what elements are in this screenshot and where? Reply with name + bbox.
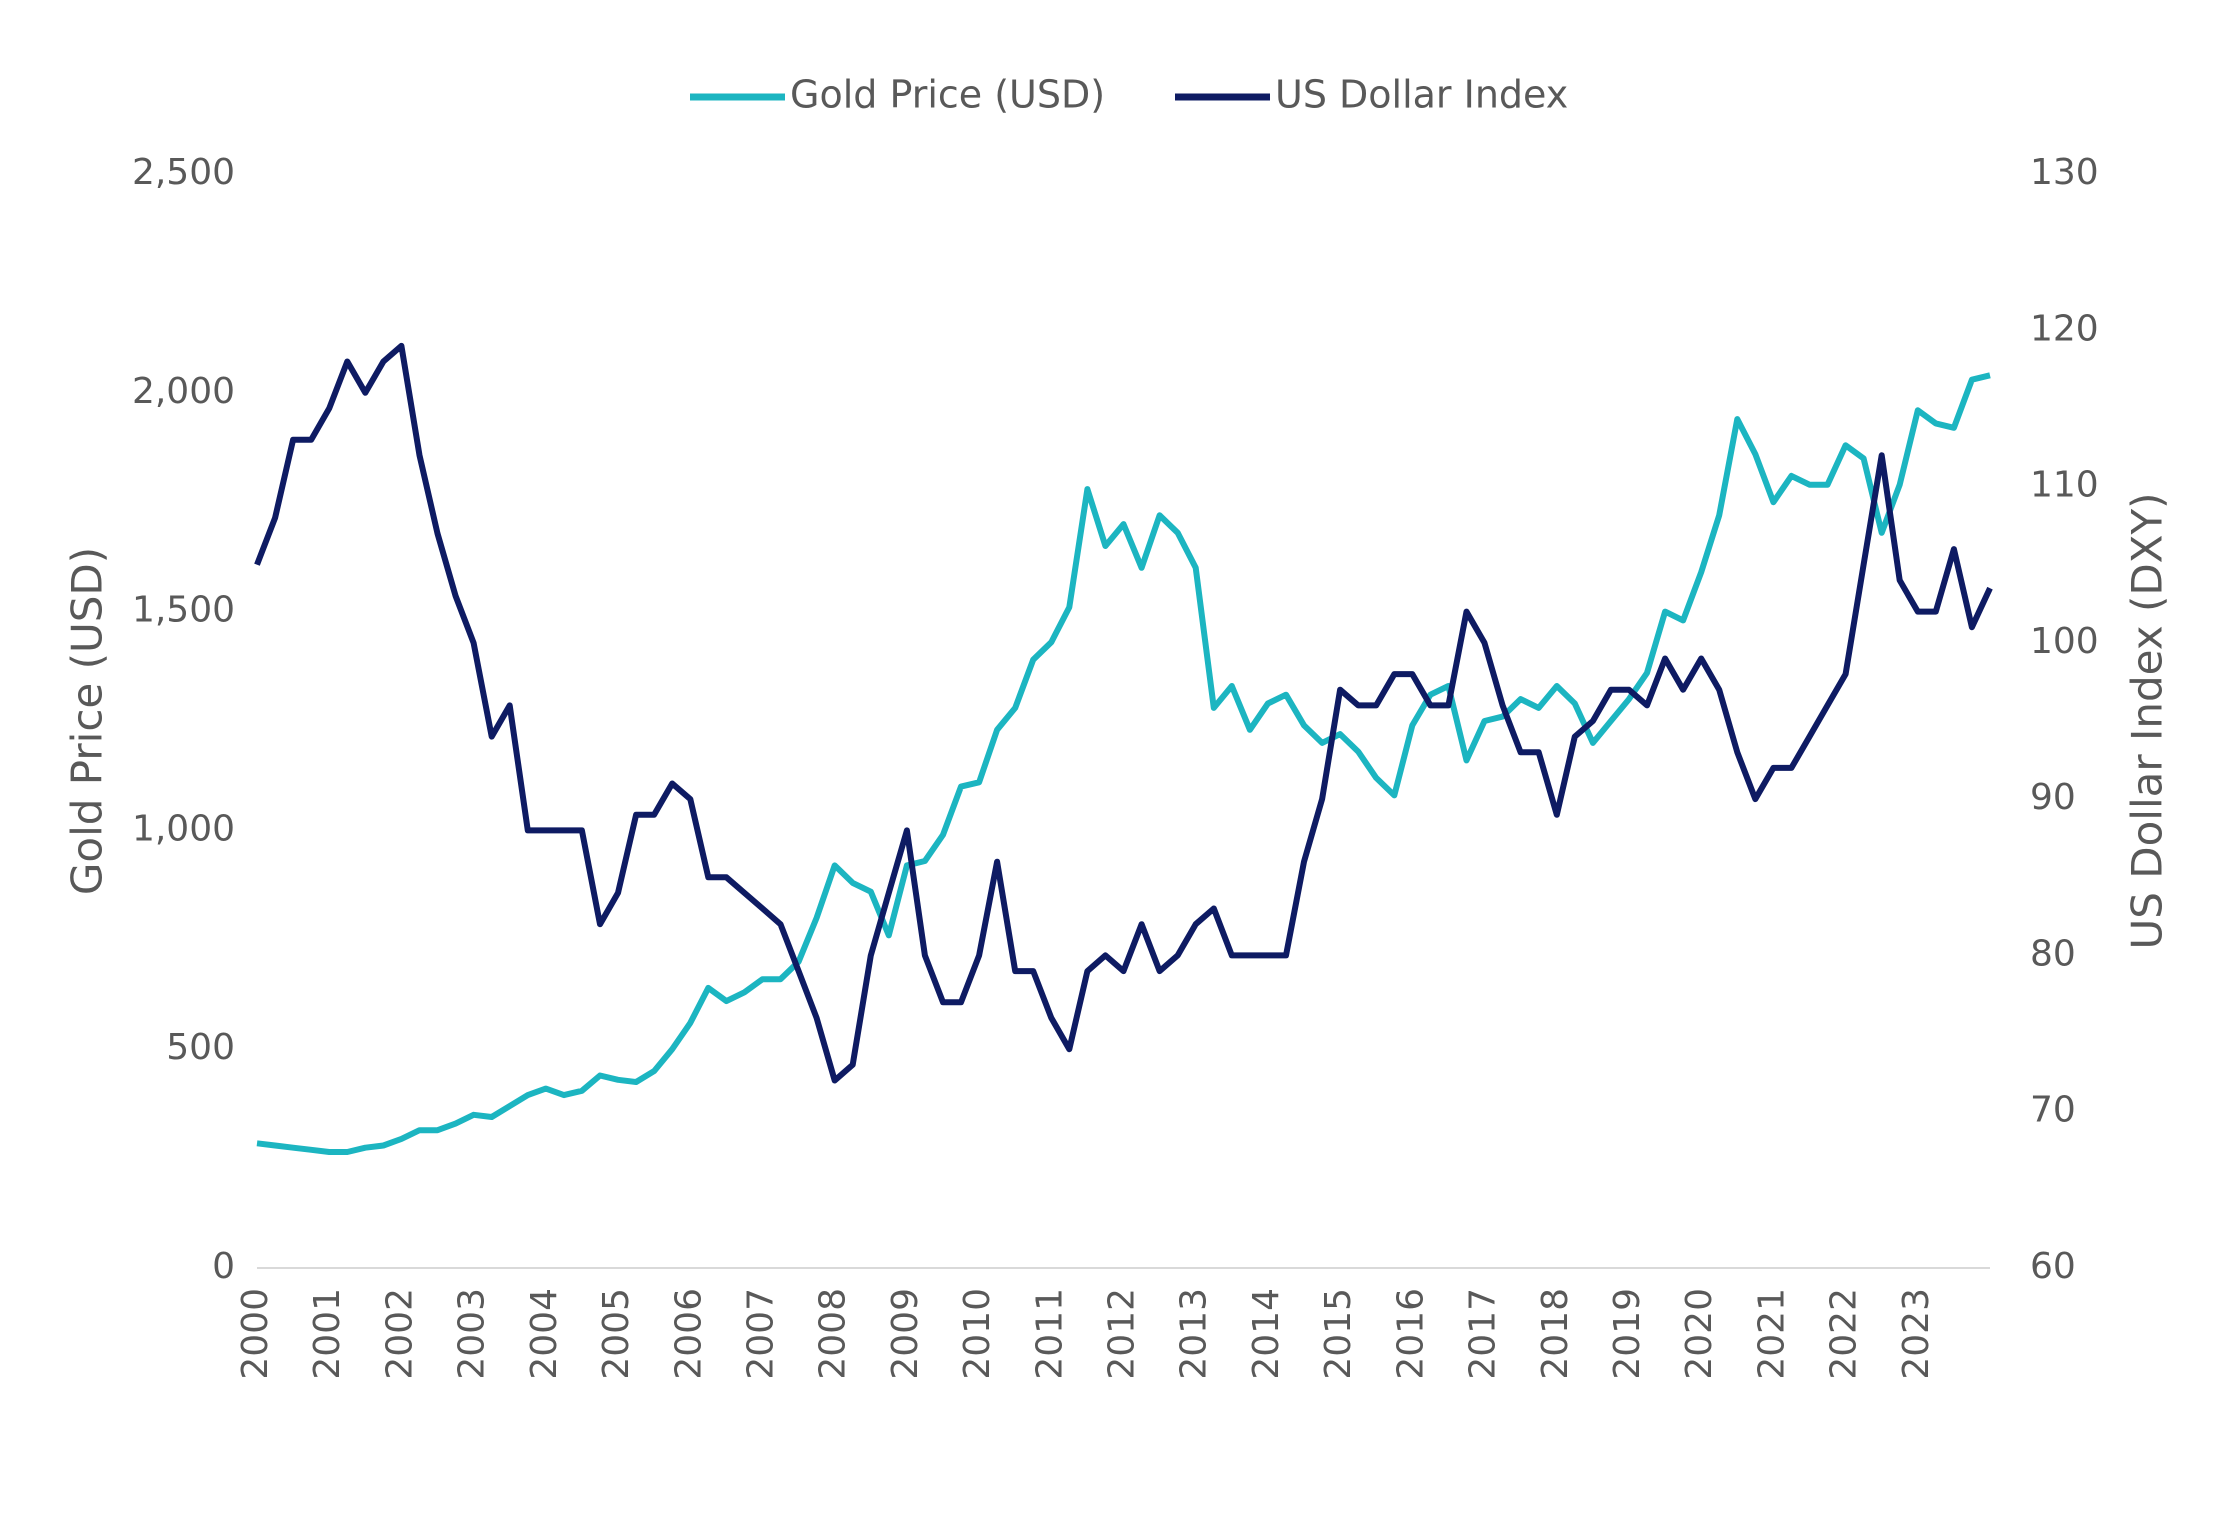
y2-tick-label: 130 — [2030, 152, 2099, 193]
x-tick-label: 2022 — [1824, 1288, 1865, 1380]
x-tick-label: 2020 — [1679, 1288, 1720, 1380]
y2-tick-label: 60 — [2030, 1246, 2076, 1287]
y2-tick-label: 90 — [2030, 777, 2076, 818]
x-tick-label: 2019 — [1607, 1288, 1648, 1380]
x-tick-label: 2005 — [596, 1288, 637, 1380]
x-tick-label: 2006 — [668, 1288, 709, 1380]
x-tick-label: 2016 — [1390, 1288, 1431, 1380]
x-tick-label: 2013 — [1174, 1288, 1215, 1380]
series-line — [256, 372, 1991, 1155]
x-tick-label: 2015 — [1318, 1288, 1359, 1380]
y2-tick-label: 100 — [2030, 621, 2099, 662]
series-line — [254, 342, 1993, 1084]
x-tick-label: 2023 — [1896, 1288, 1937, 1380]
x-tick-label: 2017 — [1463, 1288, 1504, 1380]
x-tick-label: 2000 — [235, 1288, 276, 1380]
legend-text: US Dollar Index — [1275, 73, 1568, 117]
x-tick-label: 2002 — [379, 1288, 420, 1380]
y2-tick-label: 80 — [2030, 933, 2076, 974]
x-tick-label: 2018 — [1535, 1288, 1576, 1380]
x-tick-label: 2007 — [740, 1288, 781, 1380]
y2-tick-label: 120 — [2030, 308, 2099, 349]
x-tick-label: 2010 — [957, 1288, 998, 1380]
y2-tick-label: 110 — [2030, 465, 2099, 506]
x-tick-label: 2009 — [885, 1288, 926, 1380]
y-tick-label: 1,000 — [132, 808, 235, 849]
x-tick-label: 2021 — [1751, 1288, 1792, 1380]
y-tick-label: 0 — [212, 1246, 235, 1287]
x-tick-label: 2008 — [813, 1288, 854, 1380]
x-tick-label: 2011 — [1029, 1288, 1070, 1380]
y-axis-title: Gold Price (USD) — [63, 547, 112, 895]
y-tick-label: 2,500 — [132, 152, 235, 193]
y-tick-label: 1,500 — [132, 590, 235, 631]
x-tick-label: 2003 — [452, 1288, 493, 1380]
y2-tick-label: 70 — [2030, 1090, 2076, 1131]
y-tick-label: 2,000 — [132, 371, 235, 412]
x-tick-label: 2001 — [307, 1288, 348, 1380]
x-tick-label: 2004 — [524, 1288, 565, 1380]
legend-text: Gold Price (USD) — [790, 73, 1105, 117]
x-tick-label: 2012 — [1102, 1288, 1143, 1380]
y-tick-label: 500 — [166, 1027, 235, 1068]
x-tick-label: 2014 — [1246, 1288, 1287, 1380]
y2-axis-title: US Dollar Index (DXY) — [2123, 493, 2172, 950]
